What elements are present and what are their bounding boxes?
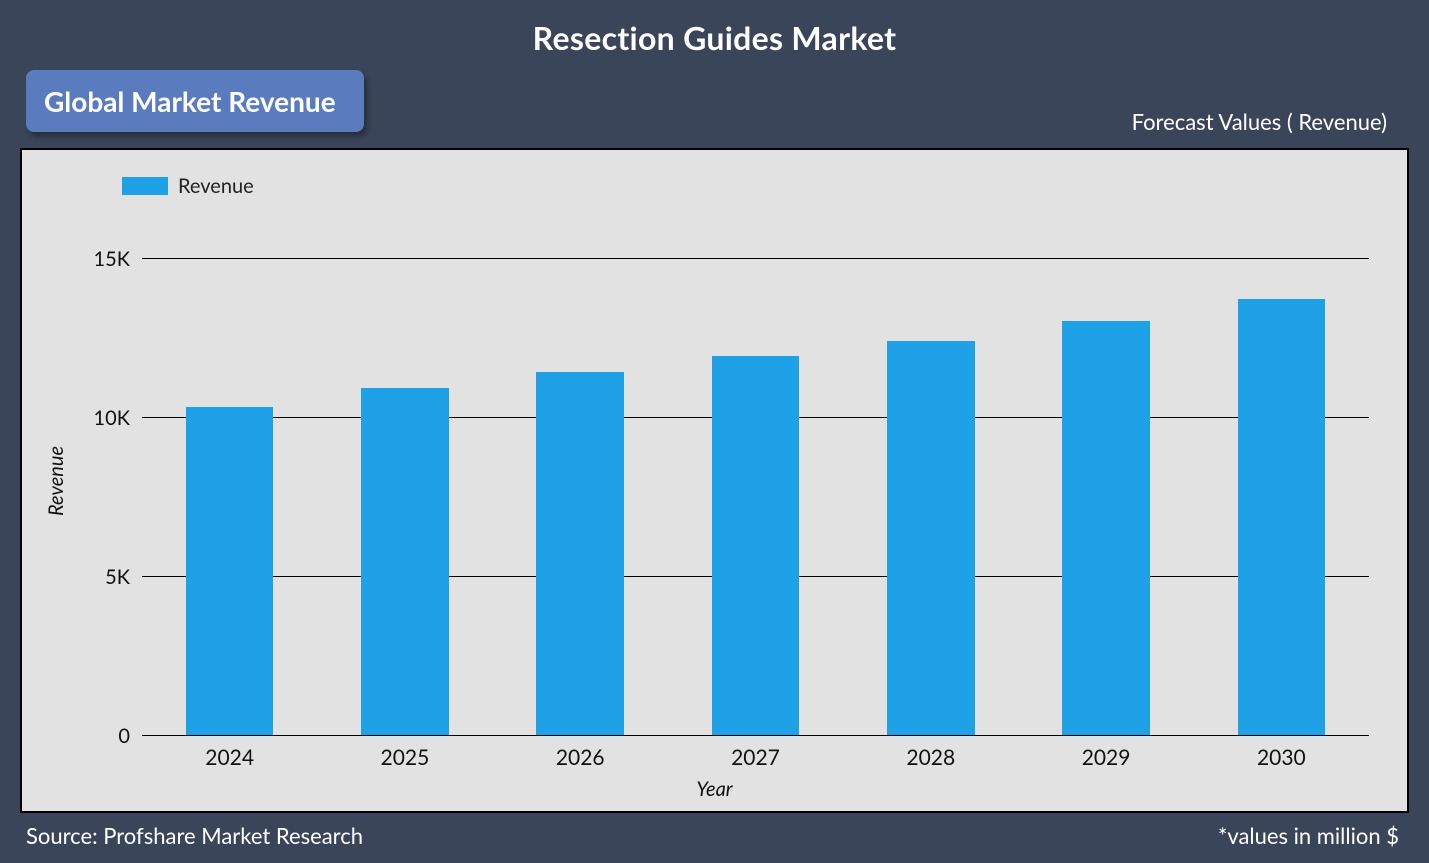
chart-panel: Revenue Revenue 05K10K15K202420252026202… — [20, 148, 1409, 813]
legend-swatch — [122, 177, 168, 195]
y-tick-label: 5K — [105, 565, 130, 589]
x-tick-label: 2025 — [381, 745, 430, 770]
bar-slot: 2027 — [668, 226, 843, 735]
x-tick-label: 2026 — [556, 745, 605, 770]
bar — [361, 388, 449, 735]
y-tick-label: 15K — [94, 247, 130, 271]
chart-legend: Revenue — [122, 174, 254, 198]
bar — [712, 356, 800, 735]
x-tick-label: 2024 — [205, 745, 254, 770]
bar-slot: 2026 — [493, 226, 668, 735]
forecast-label: Forecast Values ( Revenue) — [1132, 108, 1387, 135]
bar — [536, 372, 624, 735]
x-tick-label: 2028 — [906, 745, 955, 770]
revenue-badge: Global Market Revenue — [26, 70, 364, 132]
bar — [1238, 299, 1326, 735]
y-tick-label: 0 — [118, 724, 130, 748]
footer-note: *values in million $ — [1218, 822, 1399, 849]
x-tick-label: 2027 — [731, 745, 780, 770]
y-tick-label: 10K — [94, 406, 130, 430]
x-tick-label: 2029 — [1082, 745, 1131, 770]
page-title: Resection Guides Market — [20, 18, 1409, 57]
plot-area: 05K10K15K2024202520262027202820292030 — [142, 226, 1369, 735]
bar — [1062, 321, 1150, 735]
legend-label: Revenue — [178, 174, 254, 198]
bar — [887, 341, 975, 735]
footer-source: Source: Profshare Market Research — [26, 822, 363, 849]
bar-slot: 2029 — [1018, 226, 1193, 735]
y-axis-title: Revenue — [44, 445, 68, 515]
x-axis-title: Year — [696, 777, 732, 801]
chart-container: Resection Guides Market Global Market Re… — [0, 0, 1429, 863]
bar-slot: 2024 — [142, 226, 317, 735]
x-tick-label: 2030 — [1257, 745, 1306, 770]
bar-slot: 2030 — [1194, 226, 1369, 735]
bar — [186, 407, 274, 735]
bar-slot: 2028 — [843, 226, 1018, 735]
bar-slot: 2025 — [317, 226, 492, 735]
gridline: 0 — [142, 735, 1369, 736]
